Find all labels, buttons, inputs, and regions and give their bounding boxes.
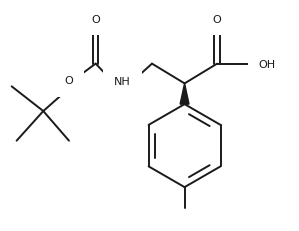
Text: O: O [213, 15, 222, 25]
Text: O: O [65, 76, 73, 86]
Text: NH: NH [114, 77, 131, 87]
Text: OH: OH [259, 59, 276, 69]
Text: O: O [91, 15, 100, 25]
Polygon shape [180, 84, 189, 105]
